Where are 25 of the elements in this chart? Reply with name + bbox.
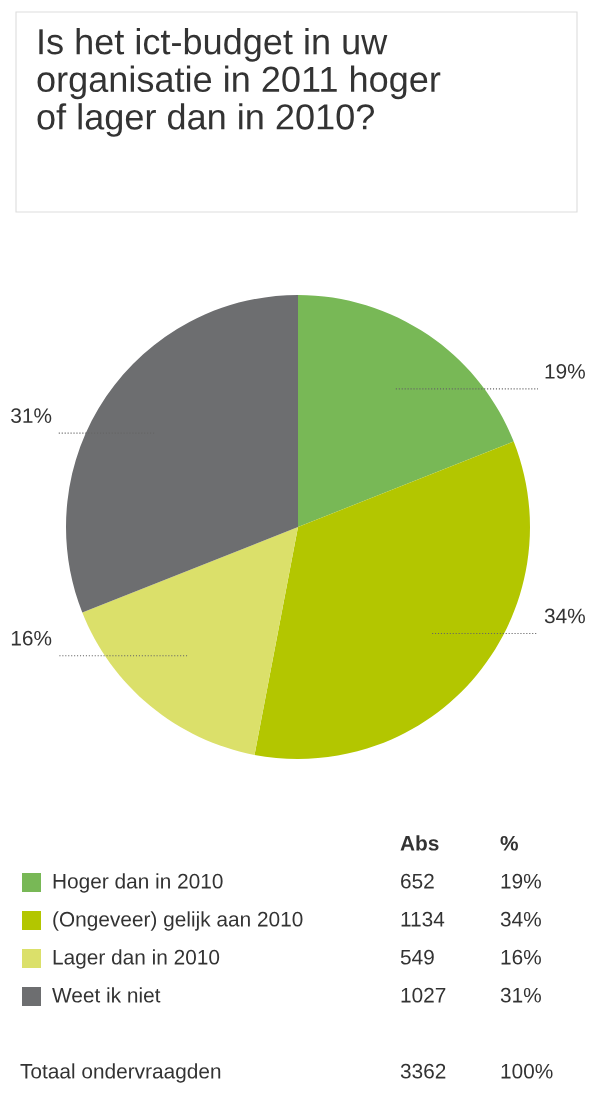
- legend-label: Hoger dan in 2010: [53, 873, 223, 893]
- text: 34%: [500, 911, 541, 927]
- data-label: 31%: [11, 408, 52, 423]
- data-label: 19%: [545, 363, 585, 379]
- chart-title: Is het ict-budget in uw organisatie in 2011 hoger of lager dan in 2010?: [37, 28, 441, 137]
- text: 100%: [501, 1063, 553, 1079]
- text: 19%: [501, 873, 541, 889]
- text: 1134: [401, 911, 445, 927]
- legend-label: Lager dan in 2010: [53, 949, 220, 969]
- legend-label: (Ongeveer) gelijk aan 2010: [53, 911, 303, 931]
- text: Abs: [400, 835, 439, 851]
- text: 549: [400, 949, 434, 965]
- pie-slice: [254, 441, 530, 759]
- pie-slice: [298, 295, 514, 527]
- text: Totaal ondervraagden: [20, 1063, 221, 1083]
- text: 652: [401, 873, 434, 889]
- text: 1027: [401, 987, 446, 1003]
- text: %: [500, 835, 518, 851]
- data-label: 16%: [11, 630, 52, 646]
- legend-label: Weet ik niet: [52, 987, 161, 1003]
- data-label: 34%: [544, 608, 585, 624]
- text: 31%: [500, 987, 541, 1003]
- pie-slice: [82, 527, 298, 755]
- text: 3362: [400, 1063, 446, 1079]
- text: 16%: [501, 949, 541, 965]
